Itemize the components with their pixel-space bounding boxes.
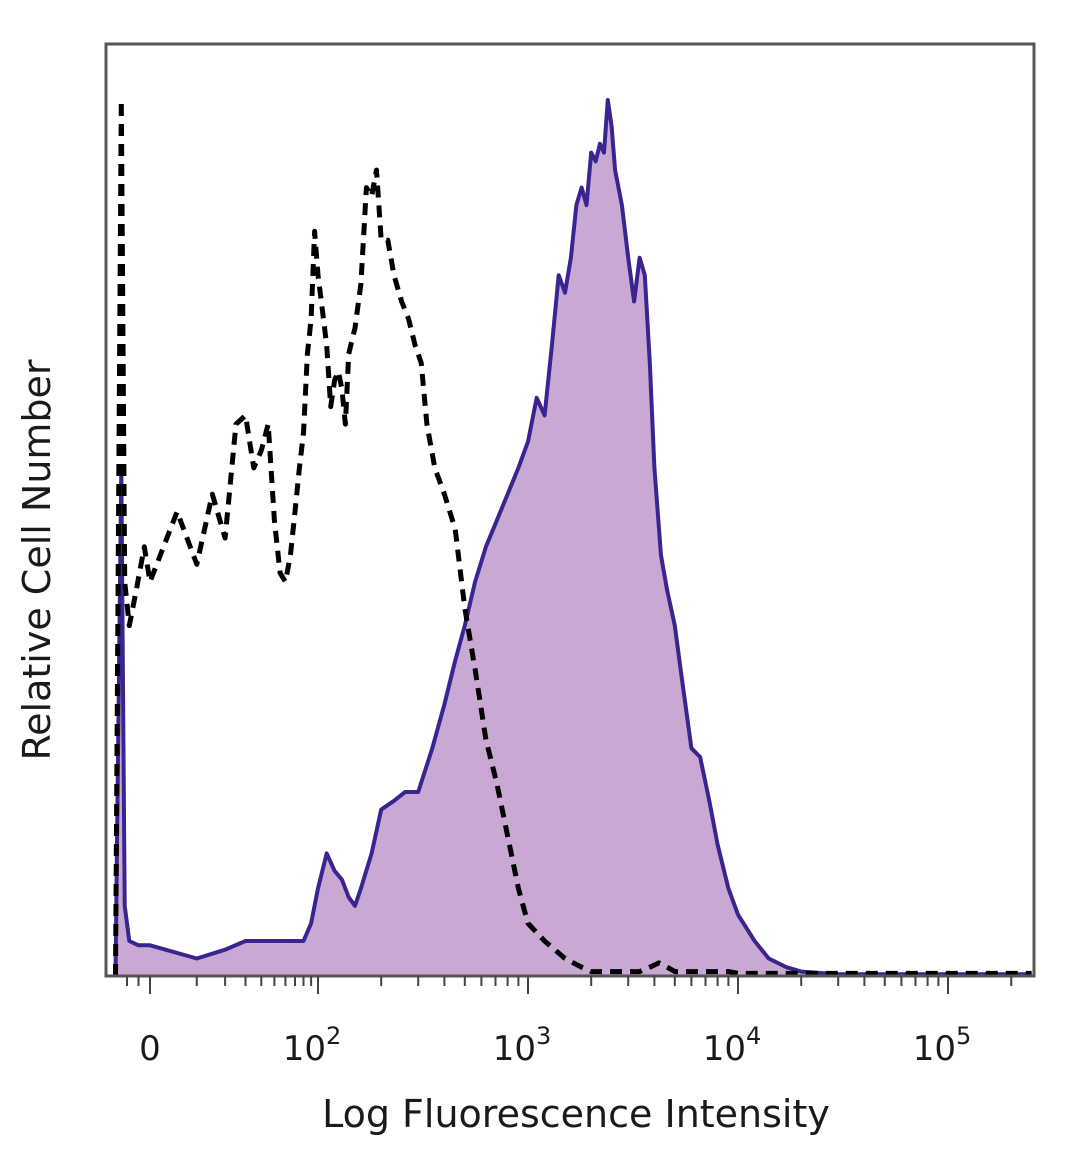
stained-series-fill	[115, 100, 1032, 976]
plot-area	[113, 97, 1032, 977]
x-axis-tick-labels: 0 102 103 104 105	[139, 1022, 971, 1069]
y-axis-label: Relative Cell Number	[15, 359, 59, 760]
control-series-line	[113, 97, 1032, 977]
x-tick-label: 102	[283, 1022, 342, 1069]
stained-series-line	[113, 98, 1032, 977]
x-tick-label: 0	[139, 1029, 161, 1069]
x-tick-label: 104	[703, 1022, 762, 1069]
x-axis-ticks	[126, 976, 1013, 994]
x-tick-label: 105	[913, 1022, 972, 1069]
x-axis-label: Log Fluorescence Intensity	[322, 1092, 830, 1136]
x-tick-label: 103	[493, 1022, 552, 1069]
plot-frame	[104, 42, 1036, 978]
